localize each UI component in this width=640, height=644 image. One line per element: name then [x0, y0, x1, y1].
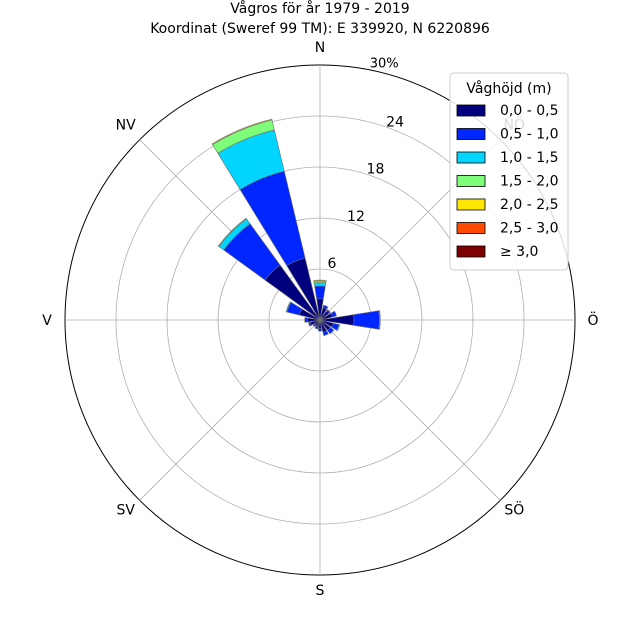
bar-Ö-1,0 - 1,5: [378, 310, 381, 330]
compass-label: V: [42, 313, 52, 329]
grid-spoke: [319, 319, 501, 501]
grid-spoke: [139, 319, 321, 501]
compass-label: S: [316, 583, 325, 599]
legend: Våghöjd (m) 0,0 - 0,5 0,5 - 1,0 1,0 - 1,5 1,…: [449, 72, 569, 271]
compass-label: SV: [116, 502, 135, 518]
bar-N-2,0 - 2,5: [313, 279, 327, 282]
bar-NÖ-0,5 - 1,0: [326, 309, 331, 314]
radial-tick-label: 6: [328, 256, 337, 272]
chart-subtitle: Koordinat (Sweref 99 TM): E 339920, N 62…: [150, 21, 490, 37]
bar-ÖSÖ-1,0 - 1,5: [336, 324, 341, 332]
legend-swatch: [456, 198, 486, 211]
chart-title: Vågros för år 1979 - 2019: [230, 0, 409, 17]
bar-NV-1,5 - 2,0: [217, 217, 247, 247]
bar-V-0,5 - 1,0: [304, 317, 308, 323]
bar-S-0,5 - 1,0: [317, 328, 323, 332]
legend-label: 1,5 - 2,0: [500, 174, 558, 190]
bar-VNV-1,0 - 1,5: [285, 301, 292, 313]
legend-label: 2,5 - 3,0: [500, 221, 558, 237]
bar-VSV-0,5 - 1,0: [308, 322, 312, 327]
legend-swatch: [456, 151, 486, 164]
compass-label: NV: [116, 118, 136, 134]
legend-swatch: [456, 245, 486, 258]
radial-tick-label: 30%: [370, 57, 399, 72]
radial-tick-label: 18: [367, 162, 385, 178]
bar-SSÖ-0,5 - 1,0: [322, 330, 329, 337]
legend-label: 1,0 - 1,5: [500, 150, 558, 166]
legend-label: 2,0 - 2,5: [500, 197, 558, 213]
compass-label: N: [315, 40, 325, 56]
bar-NNV-2,0 - 2,5: [211, 118, 273, 146]
legend-label: ≥ 3,0: [500, 244, 538, 260]
legend-swatch: [456, 128, 486, 140]
legend-swatch: [456, 104, 486, 117]
bar-Ö-0,5 - 1,0: [353, 310, 380, 330]
legend-box: [449, 72, 569, 271]
bar-N-1,0 - 1,5: [313, 282, 327, 287]
bar-NNÖ-0,5 - 1,0: [322, 304, 329, 310]
legend-label: 0,0 - 0,5: [500, 103, 558, 119]
bar-SÖ-0,5 - 1,0: [327, 327, 335, 335]
bar-SV-0,5 - 1,0: [312, 323, 317, 328]
legend-title: Våghöjd (m): [466, 80, 551, 97]
bar-SSV-0,5 - 1,0: [314, 325, 319, 330]
compass-label: Ö: [587, 311, 598, 329]
bar-ÖNÖ-0,5 - 1,0: [330, 310, 337, 318]
legend-swatch: [456, 175, 486, 187]
bar-N-0,5 - 1,0: [314, 285, 326, 300]
compass-label: SÖ: [504, 500, 524, 518]
rose-bars: [211, 118, 381, 337]
legend-swatch: [456, 222, 486, 234]
radial-tick-label: 24: [386, 115, 404, 131]
radial-tick-label: 12: [347, 209, 365, 225]
legend-label: 0,5 - 1,0: [500, 127, 558, 143]
